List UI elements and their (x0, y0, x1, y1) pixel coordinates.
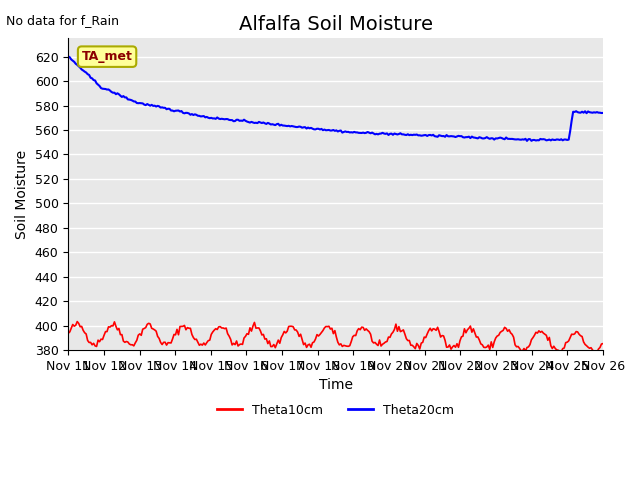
Y-axis label: Soil Moisture: Soil Moisture (15, 150, 29, 239)
Text: No data for f_Rain: No data for f_Rain (6, 14, 120, 27)
Title: Alfalfa Soil Moisture: Alfalfa Soil Moisture (239, 15, 433, 34)
Text: TA_met: TA_met (82, 50, 132, 63)
Legend: Theta10cm, Theta20cm: Theta10cm, Theta20cm (212, 399, 459, 422)
X-axis label: Time: Time (319, 378, 353, 392)
